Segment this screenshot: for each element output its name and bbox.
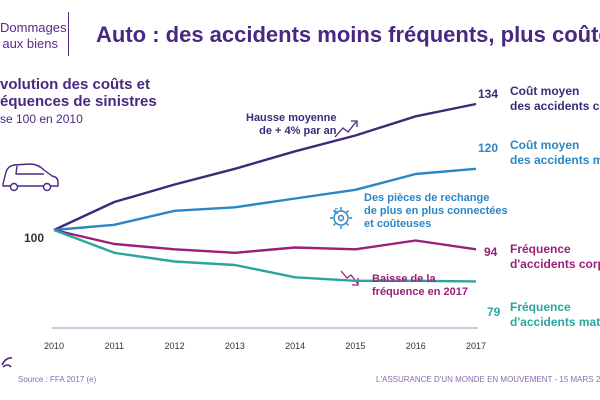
gear-icon: € bbox=[330, 207, 352, 229]
series-line-cost-materiels bbox=[53, 167, 477, 232]
svg-text:€: € bbox=[334, 207, 339, 216]
x-tick-label-2011: 2011 bbox=[105, 341, 124, 351]
series-line-cost-corporels bbox=[53, 102, 477, 232]
end-value-freq-materiels: 79 bbox=[487, 305, 501, 319]
x-tick-label-2013: 2013 bbox=[225, 341, 245, 351]
annotation-pieces-line2: de plus en plus connectées bbox=[364, 205, 508, 217]
page-title: Auto : des accidents moins fréquents, pl… bbox=[96, 22, 600, 47]
x-tick-label-2010: 2010 bbox=[44, 341, 64, 351]
annotation-baisse: Baisse de la fréquence en 2017 bbox=[372, 273, 468, 299]
section-label: Dommages aux biens bbox=[0, 20, 67, 52]
x-tick-label-2015: 2015 bbox=[345, 341, 365, 351]
annotation-hausse-line1: Hausse moyenne bbox=[246, 112, 337, 124]
base-value-label: 100 bbox=[24, 231, 44, 245]
series-line-freq-corporels bbox=[53, 228, 477, 255]
legend-freq-materiels-line2: d'accidents mat bbox=[510, 315, 600, 329]
chart-title-line1: volution des coûts et bbox=[0, 76, 151, 93]
legend-freq-corporels-line2: d'accidents corp bbox=[510, 257, 600, 271]
legend-cost-corporels-line1: Coût moyen bbox=[510, 84, 580, 98]
brand-logo-icon bbox=[1, 357, 13, 368]
x-tick-label-2017: 2017 bbox=[466, 341, 486, 351]
legend-freq-materiels-line1: Fréquence bbox=[510, 300, 571, 314]
section-label-line1: Dommages bbox=[0, 20, 67, 35]
x-tick-label-2016: 2016 bbox=[406, 341, 426, 351]
x-tick-label-2012: 2012 bbox=[165, 341, 185, 351]
x-tick-label-2014: 2014 bbox=[285, 341, 305, 351]
footer-source: Source : FFA 2017 (e) bbox=[18, 375, 97, 384]
annotation-hausse-line2: de + 4% par an bbox=[259, 125, 337, 137]
legend-freq-corporels-line1: Fréquence bbox=[510, 242, 571, 256]
car-icon bbox=[2, 163, 59, 192]
annotation-hausse: Hausse moyenne de + 4% par an bbox=[246, 112, 336, 138]
footer-event: L'ASSURANCE D'UN MONDE EN MOUVEMENT - 15… bbox=[376, 375, 600, 384]
annotation-baisse-line2: fréquence en 2017 bbox=[372, 286, 468, 298]
rising-arrow-icon bbox=[334, 120, 358, 138]
legend-cost-materiels-line2: des accidents m bbox=[510, 153, 600, 167]
end-value-cost-materiels: 120 bbox=[478, 141, 499, 155]
falling-arrow-icon bbox=[340, 270, 359, 286]
legend-cost-materiels: Coût moyen des accidents m bbox=[510, 138, 600, 168]
annotation-pieces-line3: et coûteuses bbox=[364, 218, 432, 230]
x-axis-ticks: 2010 2011 2012 2013 2014 2015 2016 2017 bbox=[44, 341, 486, 351]
annotation-baisse-line1: Baisse de la bbox=[372, 273, 436, 285]
legend-cost-materiels-line1: Coût moyen bbox=[510, 138, 580, 152]
chart-title-line2: équences de sinistres bbox=[0, 93, 157, 110]
chart-title: volution des coûts et équences de sinist… bbox=[0, 76, 157, 110]
section-label-line2: aux biens bbox=[2, 36, 58, 51]
end-value-freq-corporels: 94 bbox=[484, 245, 498, 259]
series-line-freq-materiels bbox=[53, 228, 477, 283]
end-value-cost-corporels: 134 bbox=[478, 87, 499, 101]
header-divider bbox=[68, 12, 69, 56]
chart-subtitle: se 100 en 2010 bbox=[0, 112, 83, 126]
legend-cost-corporels-line2: des accidents co bbox=[510, 99, 600, 113]
series-lines bbox=[53, 102, 477, 283]
legend-cost-corporels: Coût moyen des accidents co bbox=[510, 84, 600, 114]
legend-freq-corporels: Fréquence d'accidents corp bbox=[510, 242, 600, 272]
legend-freq-materiels: Fréquence d'accidents mat bbox=[510, 300, 600, 330]
annotation-pieces: Des pièces de rechange de plus en plus c… bbox=[364, 192, 508, 231]
annotation-pieces-line1: Des pièces de rechange bbox=[364, 192, 490, 204]
